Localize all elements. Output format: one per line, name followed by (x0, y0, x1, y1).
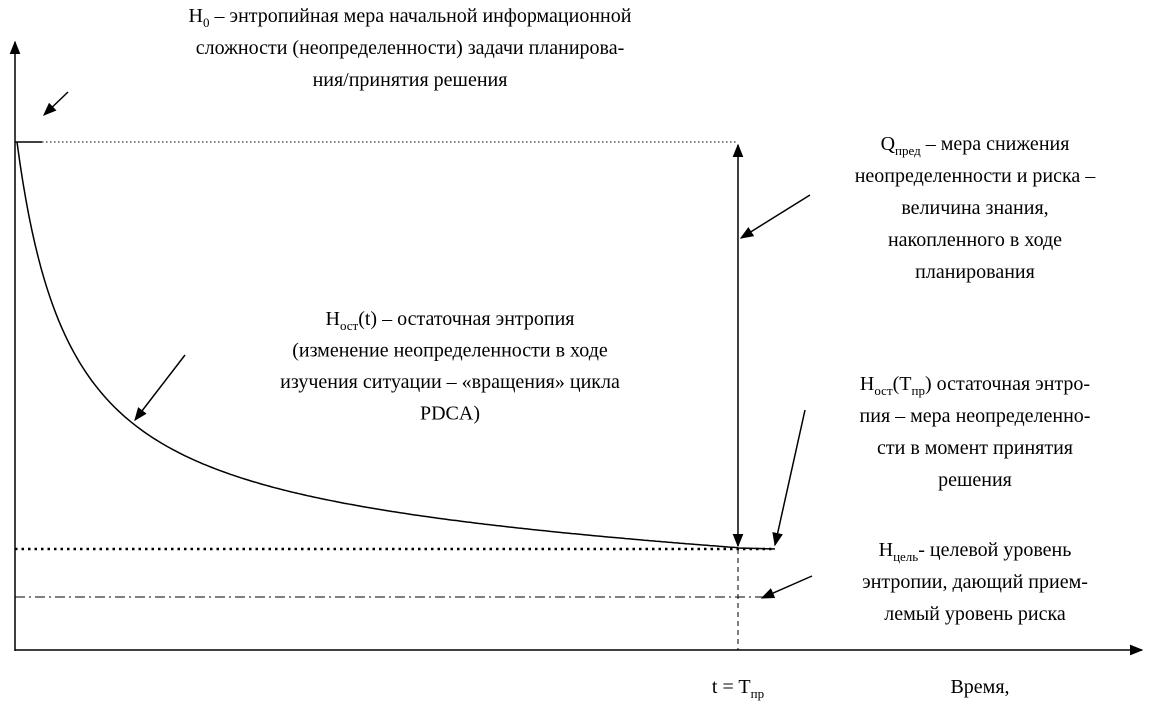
label-text: изучения ситуации – «вращения» цикла (280, 371, 620, 393)
label-text: лемый уровень риска (884, 603, 1066, 625)
subscript: ост (340, 318, 359, 333)
label-text: Q (881, 133, 896, 155)
label-line: величина знания, (901, 197, 1048, 219)
label-line: неопределенности и риска – (855, 165, 1097, 187)
label-line: Время, (950, 676, 1009, 698)
label-line: накопленного в ходе (888, 229, 1062, 251)
label-line: решения (938, 469, 1012, 491)
label-line: пия – мера неопределенно- (860, 405, 1091, 427)
label-line: лемый уровень риска (884, 603, 1066, 625)
label-text: Время, (950, 676, 1009, 698)
label-line: планирования (915, 261, 1035, 283)
subscript: цель (893, 549, 918, 564)
label-line: сти в момент принятия (877, 437, 1073, 459)
label-line: Hост(Tпр) остаточная энтро- (860, 373, 1090, 398)
subscript: пред (895, 143, 921, 158)
pointer-h0 (43, 91, 69, 116)
label-text: энтропии, дающий прием- (862, 571, 1088, 593)
label-text: ния/принятия решения (313, 69, 508, 91)
label-text: решения (938, 469, 1012, 491)
label-line: ния/принятия решения (313, 69, 508, 91)
label-text: величина знания, (901, 197, 1048, 219)
label-text: накопленного в ходе (888, 229, 1062, 251)
label-line: энтропии, дающий прием- (862, 571, 1088, 593)
label-text: - целевой уровень (918, 539, 1071, 561)
label-text: (T (893, 373, 912, 395)
label-text: H (860, 373, 874, 395)
label-text: ) остаточная энтро- (925, 373, 1090, 395)
pointer-h-tpr (772, 409, 806, 547)
label-line: (изменение неопределенности в ходе (292, 340, 608, 362)
label-text: H (879, 539, 893, 561)
subscript: пр (751, 686, 764, 701)
pointer-q (739, 194, 811, 239)
label-line: PDCA) (420, 403, 480, 425)
label-text: пия – мера неопределенно- (860, 405, 1091, 427)
pointer-h-t (134, 354, 186, 422)
label-text: планирования (915, 261, 1035, 283)
label-text: PDCA) (420, 403, 480, 425)
label-text: (изменение неопределенности в ходе (292, 340, 608, 362)
label-text: (t) – остаточная энтропия (358, 308, 574, 330)
label-text: t = T (712, 676, 751, 698)
label-line: H0 – энтропийная мера начальной информац… (189, 5, 632, 30)
subscript: пр (912, 383, 925, 398)
label-text: неопределенности и риска – (855, 165, 1097, 187)
label-text: H (325, 308, 339, 330)
label-text: сти в момент принятия (877, 437, 1073, 459)
label-line: Qпред – мера снижения (881, 133, 1070, 158)
label-line: изучения ситуации – «вращения» цикла (280, 371, 620, 393)
pointer-h-goal (760, 575, 813, 599)
label-line: Hцель- целевой уровень (879, 539, 1072, 564)
label-text: H (189, 5, 203, 27)
label-text: сложности (неопределенности) задачи план… (196, 37, 625, 59)
label-text: – мера снижения (921, 133, 1070, 155)
entropy-curve (16, 141, 776, 550)
subscript: ост (874, 383, 893, 398)
subscript: 0 (203, 15, 210, 30)
label-line: t = Tпр (712, 676, 764, 701)
label-text: – энтропийная мера начальной информацион… (210, 5, 632, 27)
label-line: сложности (неопределенности) задачи план… (196, 37, 625, 59)
label-line: Hост(t) – остаточная энтропия (325, 308, 574, 333)
